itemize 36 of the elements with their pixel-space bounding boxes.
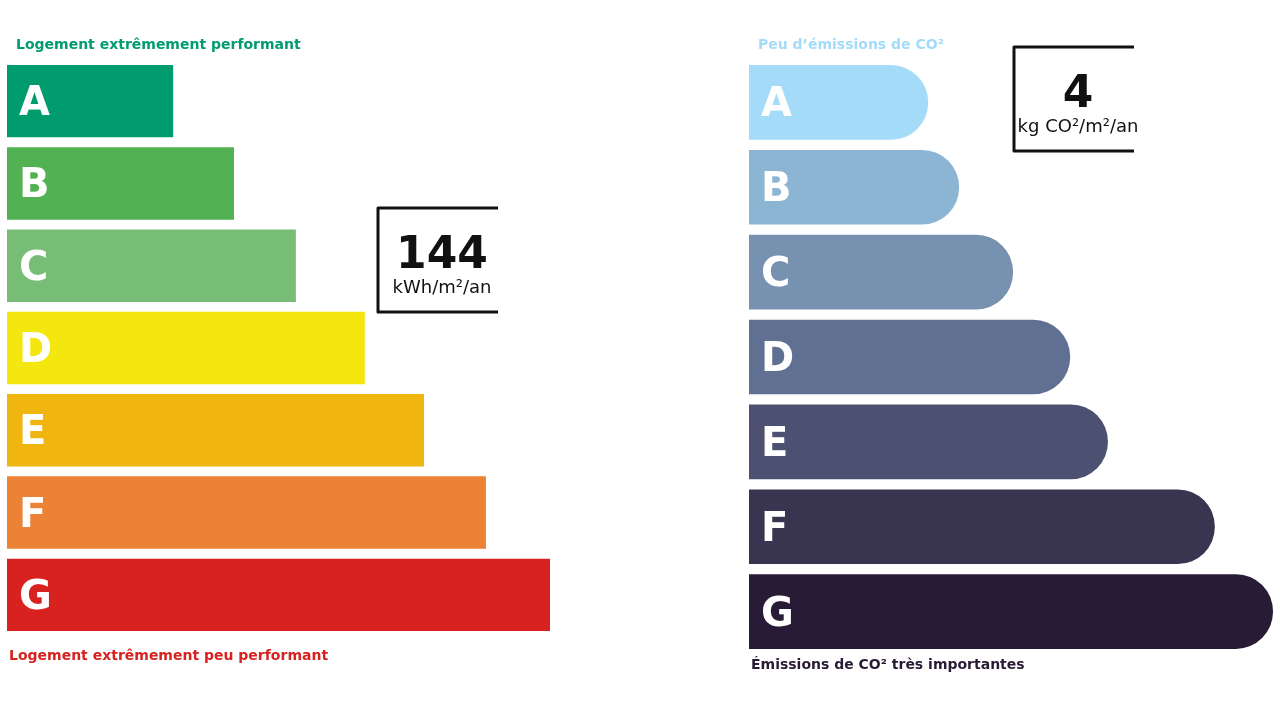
bar [749,574,1273,649]
y-tick-label: A [19,78,50,125]
y-tick-label: F [19,489,47,536]
bar [749,65,929,140]
bar [749,319,1071,395]
y-tick-label: E [19,407,47,454]
bar [7,558,550,632]
annotation: kg CO²/m²/an [1017,114,1139,136]
bar [7,64,174,138]
bar [7,147,234,220]
bar [749,404,1108,480]
bar [7,229,296,302]
annotation: 144 [396,226,488,278]
bar [7,394,425,467]
annotation: kWh/m²/an [392,275,492,297]
chart-title: Logement extrêmement performant [16,36,302,52]
y-tick-label: C [19,242,49,289]
y-tick-label: E [761,418,789,465]
bar [749,234,1014,310]
y-tick-label: B [761,164,792,211]
y-tick-label: D [19,325,53,371]
bar [7,311,365,385]
bar [749,489,1215,565]
y-tick-label: G [19,571,52,618]
y-tick-label: F [761,503,789,550]
y-tick-label: C [761,249,791,296]
y-tick-label: G [761,588,794,635]
text: Logement extrêmement peu performant [9,647,329,663]
text: Émissions de CO² très importantes [751,656,1025,672]
y-tick-label: B [19,160,50,207]
annotation: 4 [1062,65,1094,117]
y-tick-label: D [761,334,795,380]
y-tick-label: A [761,79,792,126]
chart-title: Peu d’émissions de CO² [758,36,944,52]
bar [7,476,486,549]
bar [749,149,960,225]
